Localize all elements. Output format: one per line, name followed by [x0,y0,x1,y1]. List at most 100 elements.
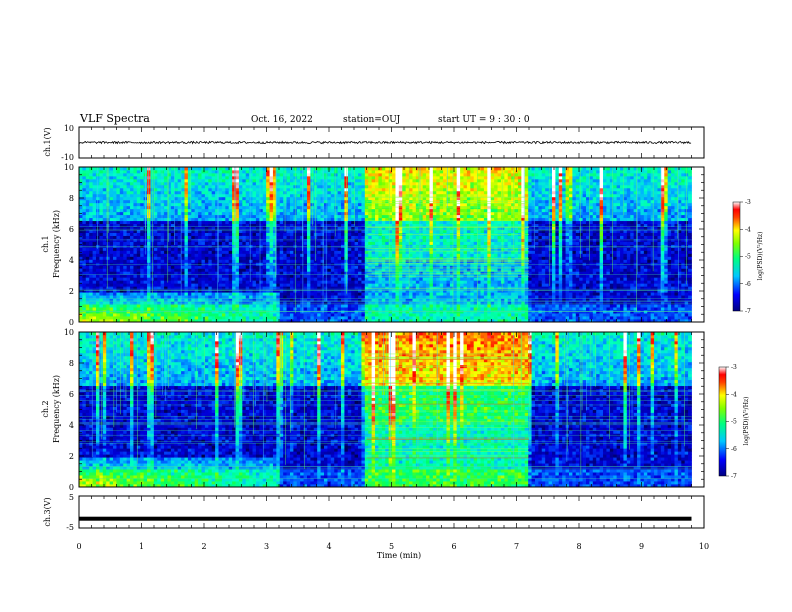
spectrogram-cell [157,253,162,257]
spectrogram-cell [160,175,165,180]
spectrogram-cell [351,238,356,242]
spectrogram-cell [289,256,294,260]
spectrogram-cell [320,241,325,245]
spectrogram-cell [201,217,206,222]
spectrogram-cell [272,301,277,305]
spectrogram-cell [269,301,274,305]
spectrogram-cell [378,172,383,177]
spectrogram-cell [228,304,233,308]
spectrogram-cell [225,262,230,266]
spectrogram-cell [181,235,185,239]
spectrogram-cell [96,229,100,233]
spectrogram-cell [351,232,356,236]
spectrogram-cell [96,205,100,210]
spectrogram-cell [235,307,240,311]
spectrogram-cell [378,196,383,201]
spectrogram-cell [252,295,257,299]
spectrogram-cell [130,172,134,177]
spectrogram-cell [238,298,243,302]
spectrogram-cell [109,214,114,219]
spectrogram-cell [228,274,233,278]
spectrogram-cell [225,307,230,311]
spectrogram-cell [160,295,165,299]
spectrogram-cell [109,277,114,281]
spectrogram-cell [235,241,240,245]
spectrogram-cell [313,295,318,299]
spectrogram-cell [361,220,366,225]
spectrogram-cell [378,220,383,225]
spectrogram-cell [381,220,386,225]
spectrogram-cell [341,223,345,228]
spectrogram-cell [181,220,185,225]
spectrogram-cell [262,244,267,248]
spectrogram-cell [351,167,356,171]
spectrogram-cell [133,256,138,260]
spectrogram-cell [113,238,117,242]
spectrogram-cell [211,199,216,204]
spectrogram-cell [221,253,226,257]
spectrogram-cell [249,271,253,275]
spectrogram-cell [228,256,233,260]
spectrogram-cell [242,256,247,260]
spectrogram-cell [89,292,94,296]
spectrogram-cell [133,211,138,216]
spectrogram-cell [228,313,233,317]
spectrogram-cell [330,268,335,272]
spectrogram-cell [303,178,308,183]
spectrogram-cell [109,241,114,245]
spectrogram-cell [218,202,223,207]
spectrogram-cell [354,313,359,317]
spectrogram-cell [324,277,328,281]
spectrogram-cell [378,268,383,272]
spectrogram-cell [119,307,124,311]
spectrogram-cell [157,232,162,236]
spectrogram-cell [272,271,277,275]
spectrogram-cell [361,184,366,189]
spectrogram-cell [286,244,291,248]
spectrogram-cell [126,169,131,174]
spectrogram-cell [153,181,158,186]
spectrogram-cell [126,223,131,228]
spectrogram-cell [99,286,104,290]
spectrogram-cell [238,244,243,248]
spectrogram-cell [385,202,390,207]
spectrogram-cell [82,202,87,207]
spectrogram-cell [375,250,379,254]
spectrogram-cell [317,283,321,287]
spectrogram-cell [361,307,366,311]
spectrogram-cell [388,169,393,174]
spectrogram-cell [262,196,267,201]
spectrogram-cell [262,235,267,239]
spectrogram-cell [225,190,230,195]
spectrogram-cell [347,259,352,263]
spectrogram-cell [85,256,90,260]
spectrogram-cell [330,167,335,171]
spectrogram-cell [242,274,247,278]
spectrogram-cell [279,208,284,213]
spectrogram-cell [225,205,230,210]
spectrogram-cell [85,253,90,257]
spectrogram-cell [242,283,247,287]
spectrogram-cell [306,313,311,317]
spectrogram-cell [283,256,287,260]
spectrogram-cell [341,280,345,284]
spectrogram-cell [184,286,189,290]
spectrogram-cell [106,235,111,239]
spectrogram-cell [119,286,124,290]
spectrogram-cell [109,316,114,320]
spectrogram-cell [123,277,128,281]
spectrogram-cell [187,259,192,263]
spectrogram-cell [303,316,308,320]
spectrogram-cell [174,205,179,210]
spectrogram-cell [92,238,97,242]
spectrogram-cell [235,316,240,320]
spectrogram-cell [378,226,383,230]
spectrogram-cell [286,190,291,195]
spectrogram-cell [269,298,274,302]
spectrogram-cell [82,292,87,296]
spectrogram-cell [211,232,216,236]
spectrogram-cell [133,283,138,287]
spectrogram-cell [201,253,206,257]
spectrogram-cell [358,319,362,322]
spectrogram-cell [208,280,213,284]
